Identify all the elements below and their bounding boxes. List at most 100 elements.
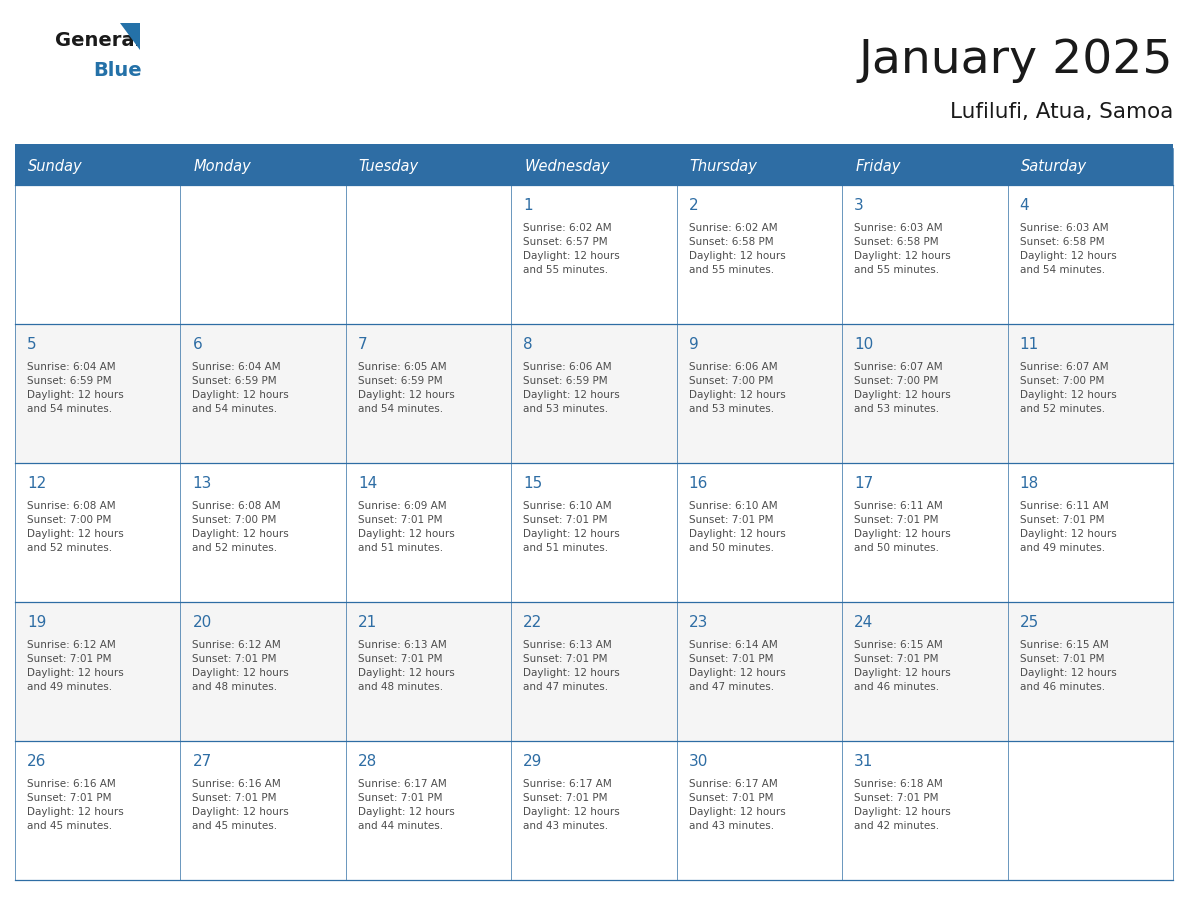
Text: 17: 17: [854, 476, 873, 491]
Bar: [511, 463, 677, 602]
Bar: [1007, 602, 1173, 741]
Text: Sunrise: 6:12 AM
Sunset: 7:01 PM
Daylight: 12 hours
and 49 minutes.: Sunrise: 6:12 AM Sunset: 7:01 PM Dayligh…: [27, 640, 124, 692]
Text: 18: 18: [1019, 476, 1038, 491]
Bar: [511, 185, 677, 324]
Text: General: General: [55, 31, 141, 50]
Bar: [677, 324, 842, 463]
Bar: [842, 148, 1007, 185]
Text: Sunrise: 6:15 AM
Sunset: 7:01 PM
Daylight: 12 hours
and 46 minutes.: Sunrise: 6:15 AM Sunset: 7:01 PM Dayligh…: [854, 640, 950, 692]
Text: Sunday: Sunday: [29, 159, 83, 174]
Text: Sunrise: 6:03 AM
Sunset: 6:58 PM
Daylight: 12 hours
and 55 minutes.: Sunrise: 6:03 AM Sunset: 6:58 PM Dayligh…: [854, 223, 950, 275]
Text: Sunrise: 6:08 AM
Sunset: 7:00 PM
Daylight: 12 hours
and 52 minutes.: Sunrise: 6:08 AM Sunset: 7:00 PM Dayligh…: [192, 501, 289, 553]
Bar: [15, 144, 1173, 148]
Text: Sunrise: 6:17 AM
Sunset: 7:01 PM
Daylight: 12 hours
and 43 minutes.: Sunrise: 6:17 AM Sunset: 7:01 PM Dayligh…: [689, 779, 785, 831]
Bar: [511, 148, 677, 185]
Bar: [346, 148, 511, 185]
Text: Sunrise: 6:06 AM
Sunset: 6:59 PM
Daylight: 12 hours
and 53 minutes.: Sunrise: 6:06 AM Sunset: 6:59 PM Dayligh…: [523, 362, 620, 414]
Text: Sunrise: 6:07 AM
Sunset: 7:00 PM
Daylight: 12 hours
and 52 minutes.: Sunrise: 6:07 AM Sunset: 7:00 PM Dayligh…: [1019, 362, 1117, 414]
Text: 4: 4: [1019, 198, 1029, 213]
Text: Sunrise: 6:10 AM
Sunset: 7:01 PM
Daylight: 12 hours
and 51 minutes.: Sunrise: 6:10 AM Sunset: 7:01 PM Dayligh…: [523, 501, 620, 553]
Bar: [181, 741, 346, 880]
Text: Sunrise: 6:17 AM
Sunset: 7:01 PM
Daylight: 12 hours
and 44 minutes.: Sunrise: 6:17 AM Sunset: 7:01 PM Dayligh…: [358, 779, 455, 831]
Text: 29: 29: [523, 754, 543, 769]
Bar: [511, 602, 677, 741]
Text: Tuesday: Tuesday: [359, 159, 419, 174]
Bar: [511, 741, 677, 880]
Bar: [677, 463, 842, 602]
Bar: [181, 463, 346, 602]
Text: Sunrise: 6:02 AM
Sunset: 6:58 PM
Daylight: 12 hours
and 55 minutes.: Sunrise: 6:02 AM Sunset: 6:58 PM Dayligh…: [689, 223, 785, 275]
Text: Sunrise: 6:13 AM
Sunset: 7:01 PM
Daylight: 12 hours
and 48 minutes.: Sunrise: 6:13 AM Sunset: 7:01 PM Dayligh…: [358, 640, 455, 692]
Bar: [842, 741, 1007, 880]
Bar: [15, 324, 181, 463]
Bar: [511, 324, 677, 463]
Text: 25: 25: [1019, 615, 1038, 630]
Bar: [1007, 185, 1173, 324]
Text: 1: 1: [523, 198, 533, 213]
Text: Sunrise: 6:16 AM
Sunset: 7:01 PM
Daylight: 12 hours
and 45 minutes.: Sunrise: 6:16 AM Sunset: 7:01 PM Dayligh…: [192, 779, 289, 831]
Text: 5: 5: [27, 337, 37, 352]
Text: 19: 19: [27, 615, 46, 630]
Text: 13: 13: [192, 476, 211, 491]
Bar: [346, 324, 511, 463]
Text: Sunrise: 6:04 AM
Sunset: 6:59 PM
Daylight: 12 hours
and 54 minutes.: Sunrise: 6:04 AM Sunset: 6:59 PM Dayligh…: [192, 362, 289, 414]
Bar: [677, 148, 842, 185]
Text: 26: 26: [27, 754, 46, 769]
Text: 28: 28: [358, 754, 377, 769]
Text: Sunrise: 6:06 AM
Sunset: 7:00 PM
Daylight: 12 hours
and 53 minutes.: Sunrise: 6:06 AM Sunset: 7:00 PM Dayligh…: [689, 362, 785, 414]
Text: 14: 14: [358, 476, 377, 491]
Text: Sunrise: 6:05 AM
Sunset: 6:59 PM
Daylight: 12 hours
and 54 minutes.: Sunrise: 6:05 AM Sunset: 6:59 PM Dayligh…: [358, 362, 455, 414]
Bar: [15, 463, 181, 602]
Text: Sunrise: 6:13 AM
Sunset: 7:01 PM
Daylight: 12 hours
and 47 minutes.: Sunrise: 6:13 AM Sunset: 7:01 PM Dayligh…: [523, 640, 620, 692]
Text: Blue: Blue: [93, 62, 141, 81]
Text: Wednesday: Wednesday: [524, 159, 609, 174]
Bar: [842, 602, 1007, 741]
Text: 12: 12: [27, 476, 46, 491]
Bar: [346, 463, 511, 602]
Bar: [15, 602, 181, 741]
Bar: [1007, 148, 1173, 185]
Text: Thursday: Thursday: [690, 159, 758, 174]
Text: 22: 22: [523, 615, 543, 630]
Bar: [1007, 463, 1173, 602]
Text: 30: 30: [689, 754, 708, 769]
Bar: [677, 741, 842, 880]
Bar: [842, 463, 1007, 602]
Text: Sunrise: 6:04 AM
Sunset: 6:59 PM
Daylight: 12 hours
and 54 minutes.: Sunrise: 6:04 AM Sunset: 6:59 PM Dayligh…: [27, 362, 124, 414]
Text: Sunrise: 6:12 AM
Sunset: 7:01 PM
Daylight: 12 hours
and 48 minutes.: Sunrise: 6:12 AM Sunset: 7:01 PM Dayligh…: [192, 640, 289, 692]
Text: 6: 6: [192, 337, 202, 352]
Text: Sunrise: 6:07 AM
Sunset: 7:00 PM
Daylight: 12 hours
and 53 minutes.: Sunrise: 6:07 AM Sunset: 7:00 PM Dayligh…: [854, 362, 950, 414]
Text: 8: 8: [523, 337, 533, 352]
Bar: [0, 0, 1188, 144]
Text: Sunrise: 6:17 AM
Sunset: 7:01 PM
Daylight: 12 hours
and 43 minutes.: Sunrise: 6:17 AM Sunset: 7:01 PM Dayligh…: [523, 779, 620, 831]
Text: Sunrise: 6:02 AM
Sunset: 6:57 PM
Daylight: 12 hours
and 55 minutes.: Sunrise: 6:02 AM Sunset: 6:57 PM Dayligh…: [523, 223, 620, 275]
Bar: [1007, 324, 1173, 463]
Bar: [677, 185, 842, 324]
Text: 7: 7: [358, 337, 367, 352]
Bar: [15, 741, 181, 880]
Bar: [842, 185, 1007, 324]
Text: Sunrise: 6:09 AM
Sunset: 7:01 PM
Daylight: 12 hours
and 51 minutes.: Sunrise: 6:09 AM Sunset: 7:01 PM Dayligh…: [358, 501, 455, 553]
Text: 9: 9: [689, 337, 699, 352]
Text: 11: 11: [1019, 337, 1038, 352]
Text: Lufilufi, Atua, Samoa: Lufilufi, Atua, Samoa: [949, 102, 1173, 122]
Text: 2: 2: [689, 198, 699, 213]
Text: 24: 24: [854, 615, 873, 630]
Text: Sunrise: 6:11 AM
Sunset: 7:01 PM
Daylight: 12 hours
and 50 minutes.: Sunrise: 6:11 AM Sunset: 7:01 PM Dayligh…: [854, 501, 950, 553]
Text: Saturday: Saturday: [1020, 159, 1087, 174]
Text: Friday: Friday: [855, 159, 901, 174]
Bar: [181, 148, 346, 185]
Text: Sunrise: 6:18 AM
Sunset: 7:01 PM
Daylight: 12 hours
and 42 minutes.: Sunrise: 6:18 AM Sunset: 7:01 PM Dayligh…: [854, 779, 950, 831]
Bar: [346, 741, 511, 880]
Text: Sunrise: 6:15 AM
Sunset: 7:01 PM
Daylight: 12 hours
and 46 minutes.: Sunrise: 6:15 AM Sunset: 7:01 PM Dayligh…: [1019, 640, 1117, 692]
Bar: [15, 185, 181, 324]
Text: Sunrise: 6:08 AM
Sunset: 7:00 PM
Daylight: 12 hours
and 52 minutes.: Sunrise: 6:08 AM Sunset: 7:00 PM Dayligh…: [27, 501, 124, 553]
Text: 27: 27: [192, 754, 211, 769]
Text: 31: 31: [854, 754, 873, 769]
Bar: [181, 602, 346, 741]
Text: Sunrise: 6:16 AM
Sunset: 7:01 PM
Daylight: 12 hours
and 45 minutes.: Sunrise: 6:16 AM Sunset: 7:01 PM Dayligh…: [27, 779, 124, 831]
Text: 15: 15: [523, 476, 543, 491]
Bar: [842, 324, 1007, 463]
Bar: [181, 185, 346, 324]
Bar: [346, 602, 511, 741]
